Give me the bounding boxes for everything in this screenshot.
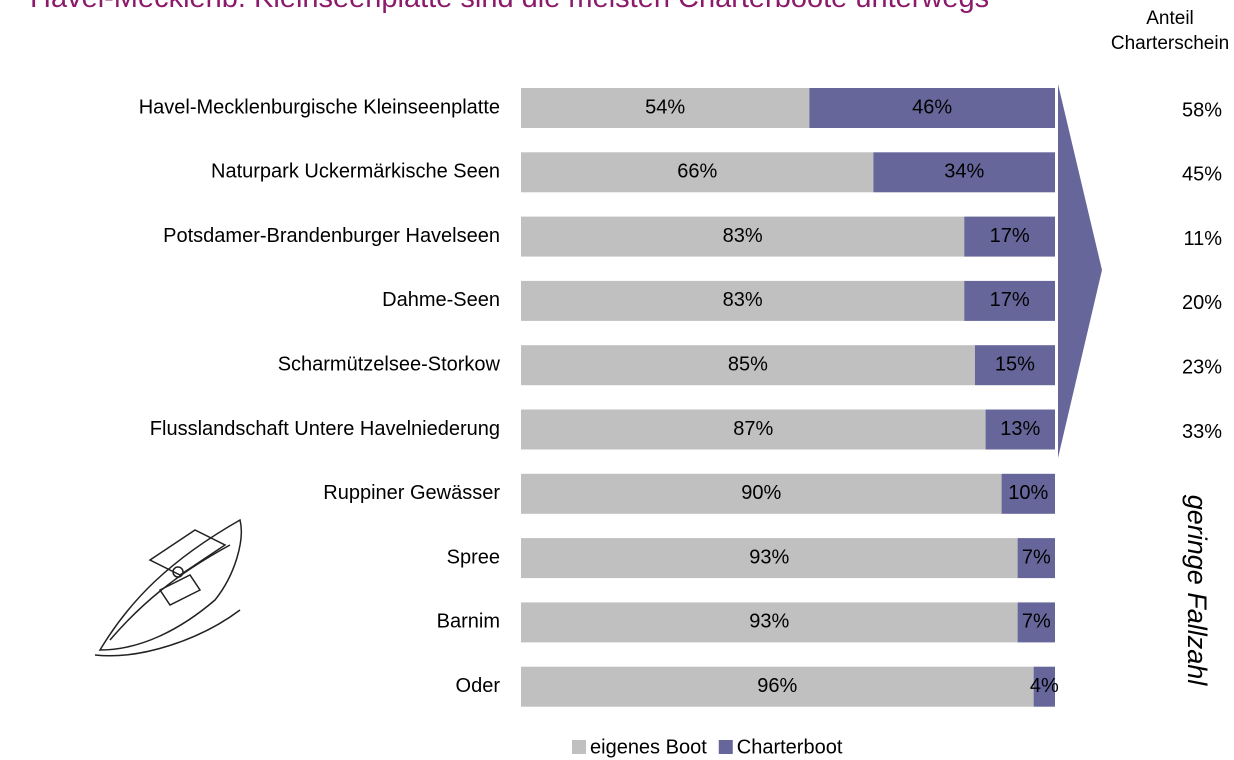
category-label: Havel-Mecklenburgische Kleinseenplatte <box>139 96 500 118</box>
side-value: 45% <box>1182 164 1222 186</box>
bar-segment <box>521 666 1034 707</box>
bar-segment <box>521 280 965 321</box>
category-label: Naturpark Uckermärkische Seen <box>211 161 500 183</box>
value-label: 46% <box>912 96 952 118</box>
side-value: 33% <box>1182 421 1222 443</box>
bar-segment <box>521 538 1018 579</box>
value-label: 96% <box>757 675 797 697</box>
side-value: 20% <box>1182 292 1222 314</box>
bar-segment <box>1001 473 1055 514</box>
bar-segment <box>521 473 1002 514</box>
bar-segment <box>809 88 1055 128</box>
bar-segment <box>521 345 975 386</box>
category-label: Barnim <box>437 611 500 633</box>
category-label: Oder <box>456 675 501 697</box>
value-label: 93% <box>749 611 789 633</box>
bar-segment <box>1033 666 1055 707</box>
value-label: 87% <box>733 418 773 440</box>
value-label: 83% <box>723 289 763 311</box>
category-label: Scharmützelsee-Storkow <box>278 353 501 375</box>
value-label: 15% <box>995 353 1035 375</box>
value-label: 93% <box>749 546 789 568</box>
value-label: 17% <box>990 225 1030 247</box>
category-label: Spree <box>447 546 500 568</box>
bar-segment <box>521 88 810 128</box>
category-label: Ruppiner Gewässer <box>323 482 500 504</box>
bar-segment <box>521 152 874 193</box>
side-value: 23% <box>1182 356 1222 378</box>
value-label: 4% <box>1030 675 1059 697</box>
bar-segment <box>1017 538 1055 579</box>
bar-segment <box>1017 602 1055 643</box>
bar-segment <box>964 280 1055 321</box>
value-label: 10% <box>1008 482 1048 504</box>
value-label: 17% <box>990 289 1030 311</box>
bar-segment <box>873 152 1055 193</box>
chart-title: Havel-Mecklenb. Kleinseenplatte sind die… <box>30 0 1070 18</box>
bar-segment <box>521 216 965 257</box>
bar-segment <box>974 345 1055 386</box>
bar-segment <box>521 602 1018 643</box>
annotation: geringe Fallzahl <box>1182 495 1212 687</box>
category-label: Flusslandschaft Untere Havelniederung <box>150 418 500 440</box>
value-label: 83% <box>723 225 763 247</box>
side-value: 11% <box>1183 228 1222 250</box>
value-label: 7% <box>1022 611 1051 633</box>
boat-sketch <box>94 518 242 657</box>
value-label: 7% <box>1022 546 1051 568</box>
legend-swatch <box>572 740 586 754</box>
legend-swatch <box>718 740 733 754</box>
bar-segment <box>985 409 1055 450</box>
legend-label: eigenes Boot <box>590 736 707 758</box>
bar-segment <box>521 409 986 450</box>
bracket-arrow <box>1058 84 1102 458</box>
legend-label: Charterboot <box>737 736 843 758</box>
value-label: 90% <box>741 482 781 504</box>
side-column-title: Anteil Charterschein <box>1110 8 1230 54</box>
category-label: Potsdamer-Brandenburger Havelseen <box>163 225 500 247</box>
value-label: 54% <box>645 96 685 118</box>
category-label: Dahme-Seen <box>382 289 500 311</box>
value-label: 66% <box>677 161 717 183</box>
value-label: 13% <box>1000 418 1040 440</box>
bar-segment <box>964 216 1055 257</box>
value-label: 34% <box>944 161 984 183</box>
value-label: 85% <box>728 353 768 375</box>
side-value: 58% <box>1182 99 1222 121</box>
